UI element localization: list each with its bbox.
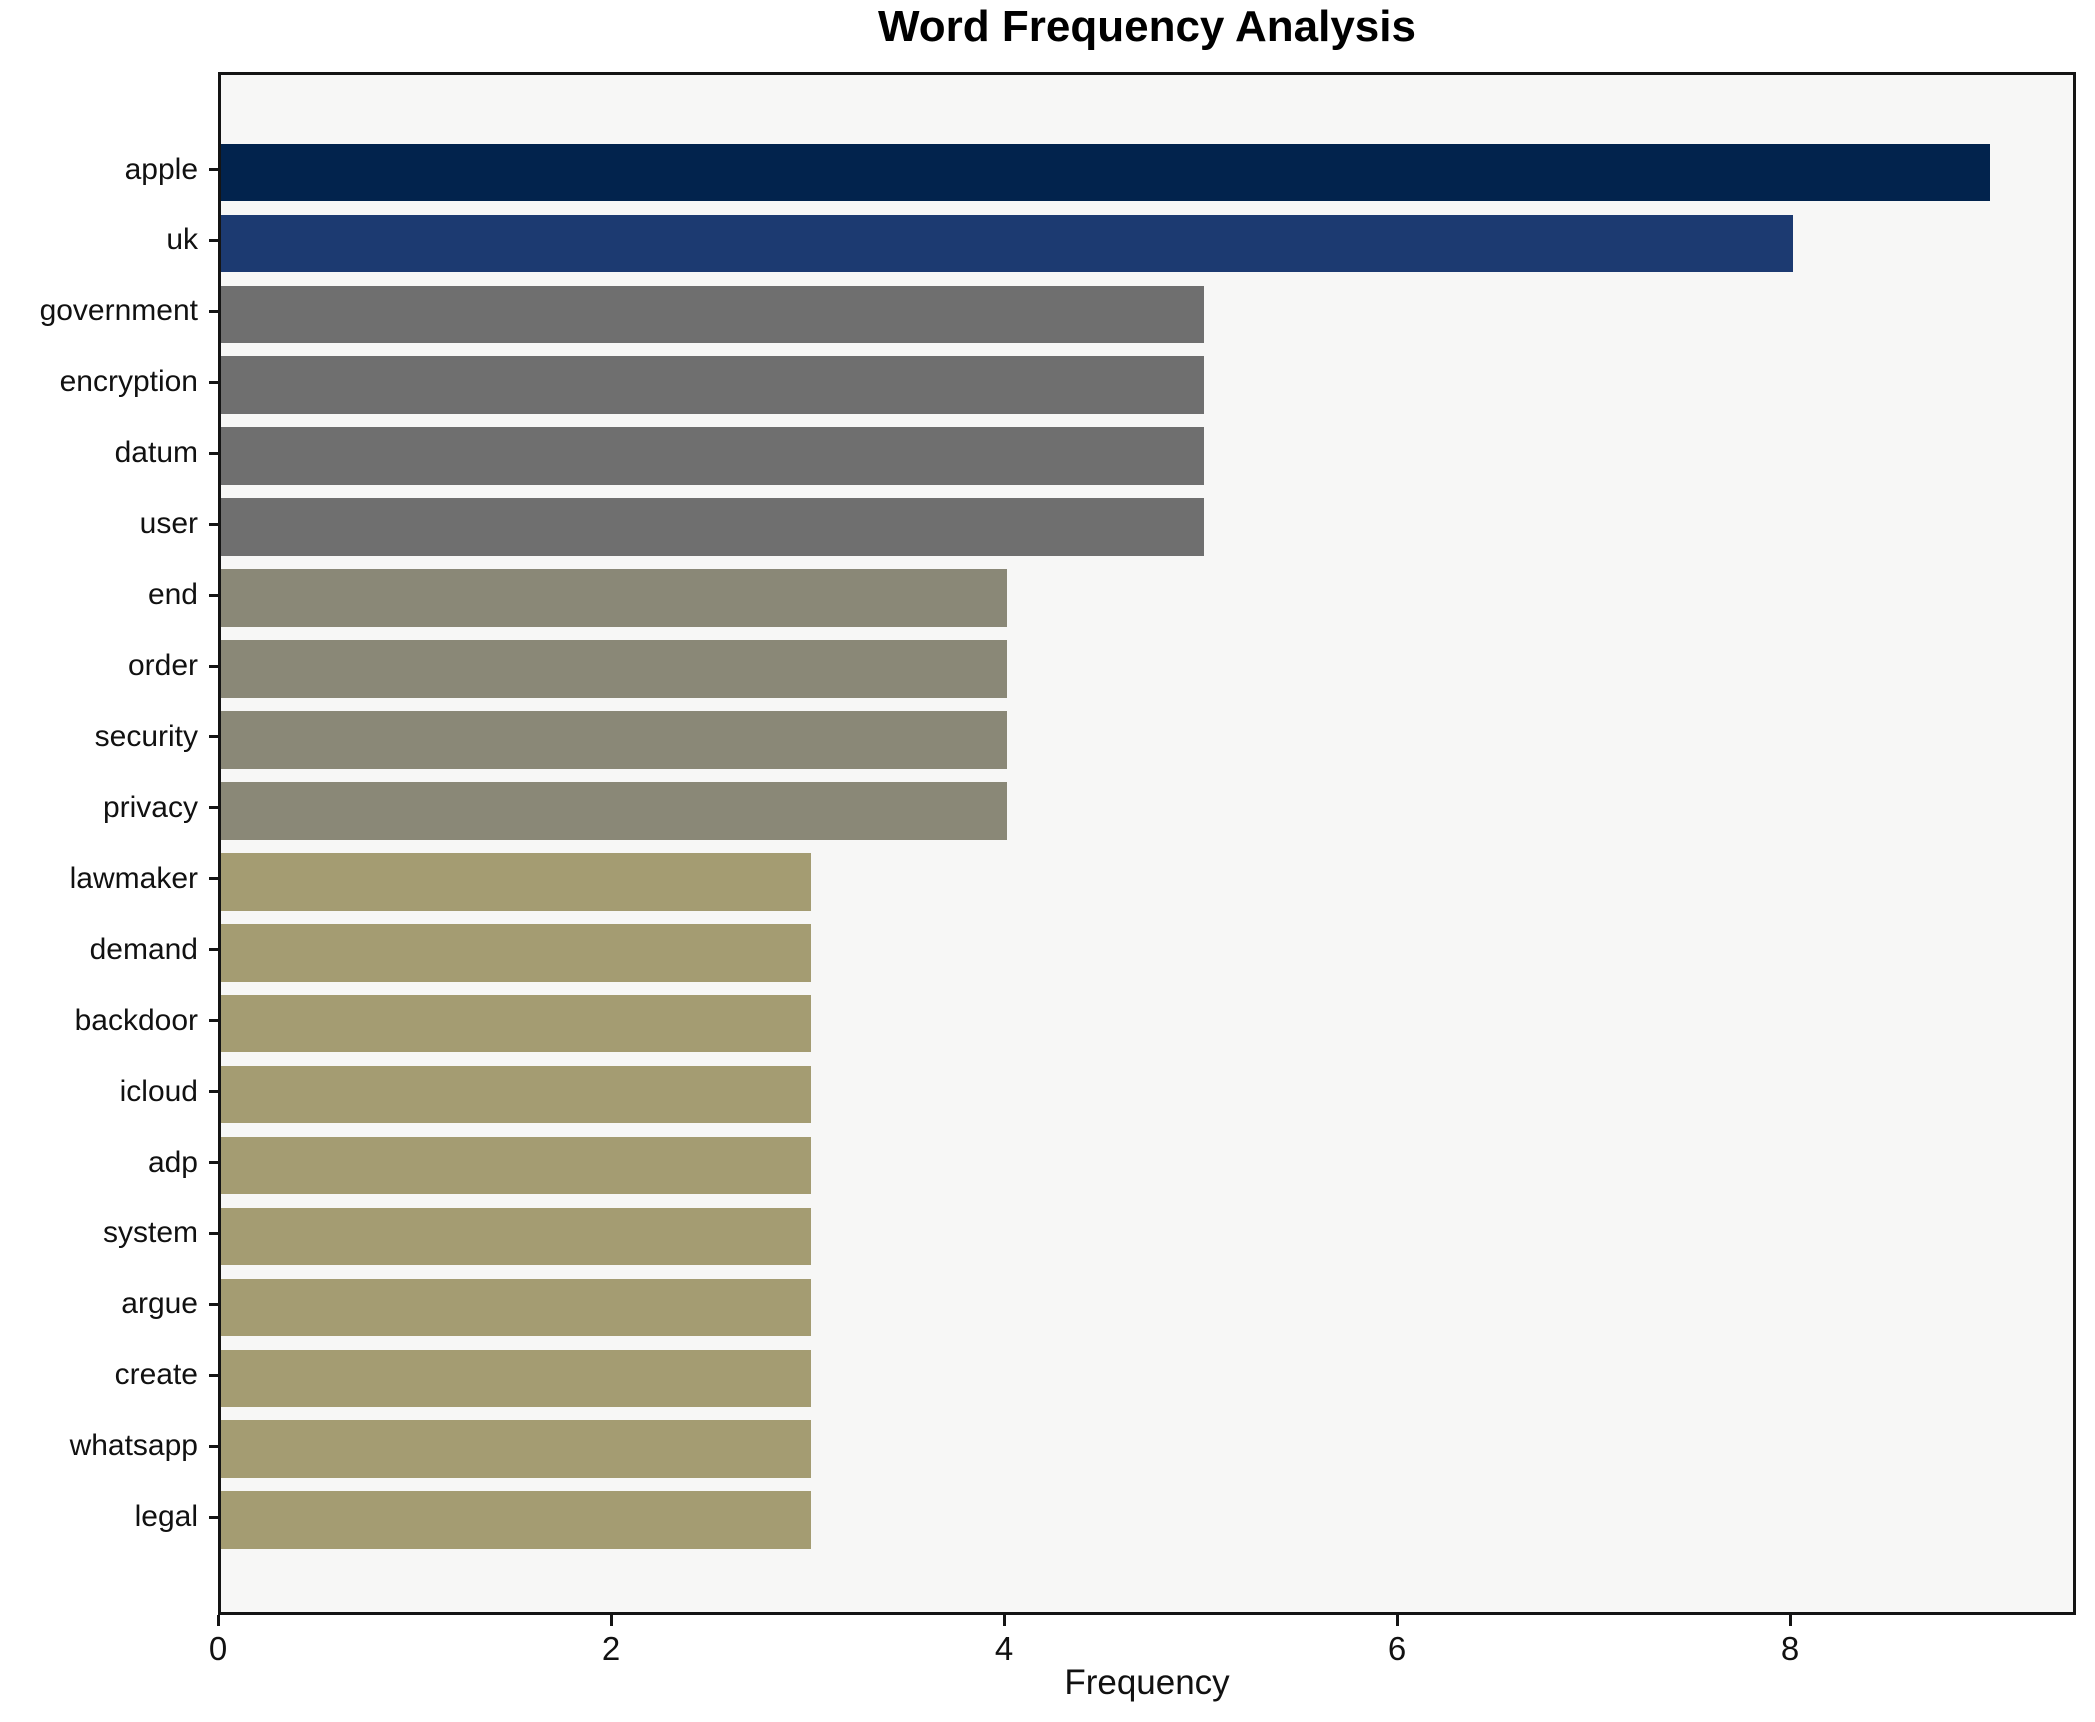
y-tick-label-argue: argue: [121, 1287, 198, 1321]
bar-backdoor: [221, 994, 811, 1053]
bar-end: [221, 569, 1008, 627]
y-tick-mark: [209, 948, 218, 952]
y-tick-label-encryption: encryption: [59, 365, 198, 399]
bar-adp: [221, 1136, 811, 1195]
bar-government: [221, 285, 1204, 344]
y-tick-label-privacy: privacy: [102, 790, 198, 824]
bar-system: [221, 1207, 811, 1266]
x-tick-mark: [1788, 1615, 1792, 1626]
bar-datum: [221, 427, 1204, 485]
y-tick-mark: [209, 1019, 218, 1023]
x-tick-mark: [609, 1615, 613, 1626]
y-tick-label-create: create: [114, 1358, 198, 1392]
bar-uk: [221, 214, 1794, 273]
y-tick-label-whatsapp: whatsapp: [69, 1429, 198, 1463]
bar-legal: [221, 1491, 811, 1549]
y-tick-mark: [209, 238, 218, 242]
y-tick-label-apple: apple: [124, 152, 198, 186]
y-tick-mark: [209, 1444, 218, 1448]
y-tick-mark: [209, 1161, 218, 1165]
y-tick-label-user: user: [139, 507, 198, 541]
bar-privacy: [221, 782, 1008, 840]
y-tick-mark: [209, 309, 218, 313]
y-tick-mark: [209, 451, 218, 455]
bar-icloud: [221, 1065, 811, 1124]
y-tick-mark: [209, 806, 218, 810]
y-tick-mark: [209, 1373, 218, 1377]
y-tick-mark: [209, 1515, 218, 1519]
chart-title: Word Frequency Analysis: [878, 2, 1416, 51]
bar-whatsapp: [221, 1420, 811, 1479]
x-tick-label: 2: [601, 1630, 621, 1667]
x-tick-mark: [1395, 1615, 1399, 1626]
bar-order: [221, 640, 1008, 698]
bar-create: [221, 1349, 811, 1408]
x-tick-mark: [1002, 1615, 1006, 1626]
y-tick-label-system: system: [102, 1216, 198, 1250]
y-tick-mark: [209, 664, 218, 668]
y-tick-label-adp: adp: [147, 1145, 198, 1179]
y-tick-label-backdoor: backdoor: [74, 1003, 198, 1037]
y-tick-mark: [209, 877, 218, 881]
x-axis-title: Frequency: [1064, 1663, 1230, 1702]
y-tick-label-security: security: [94, 719, 198, 753]
x-tick-label: 0: [208, 1630, 228, 1667]
y-tick-label-icloud: icloud: [119, 1074, 198, 1108]
y-tick-label-lawmaker: lawmaker: [69, 861, 198, 895]
y-tick-label-datum: datum: [114, 436, 198, 470]
y-tick-label-demand: demand: [89, 932, 198, 966]
x-tick-label: 8: [1780, 1630, 1800, 1667]
y-tick-mark: [209, 1302, 218, 1306]
y-tick-label-uk: uk: [166, 223, 198, 257]
y-tick-label-order: order: [127, 649, 198, 682]
y-tick-mark: [209, 735, 218, 739]
bar-demand: [221, 923, 811, 982]
y-tick-label-legal: legal: [134, 1500, 198, 1534]
y-tick-mark: [209, 1231, 218, 1235]
y-tick-label-government: government: [39, 294, 198, 328]
bar-argue: [221, 1278, 811, 1337]
x-tick-label: 6: [1387, 1630, 1407, 1667]
y-tick-label-end: end: [147, 578, 198, 612]
plot-area: [218, 72, 2076, 1615]
bar-lawmaker: [221, 853, 811, 911]
x-tick-mark: [216, 1615, 220, 1626]
bar-encryption: [221, 356, 1204, 415]
y-tick-mark: [209, 168, 218, 171]
y-tick-mark: [209, 593, 218, 597]
bar-user: [221, 498, 1204, 556]
y-tick-mark: [209, 380, 218, 384]
bar-security: [221, 711, 1008, 769]
x-tick-label: 4: [994, 1630, 1014, 1667]
y-tick-mark: [209, 522, 218, 526]
bar-apple: [221, 143, 1990, 202]
y-tick-mark: [209, 1090, 218, 1094]
